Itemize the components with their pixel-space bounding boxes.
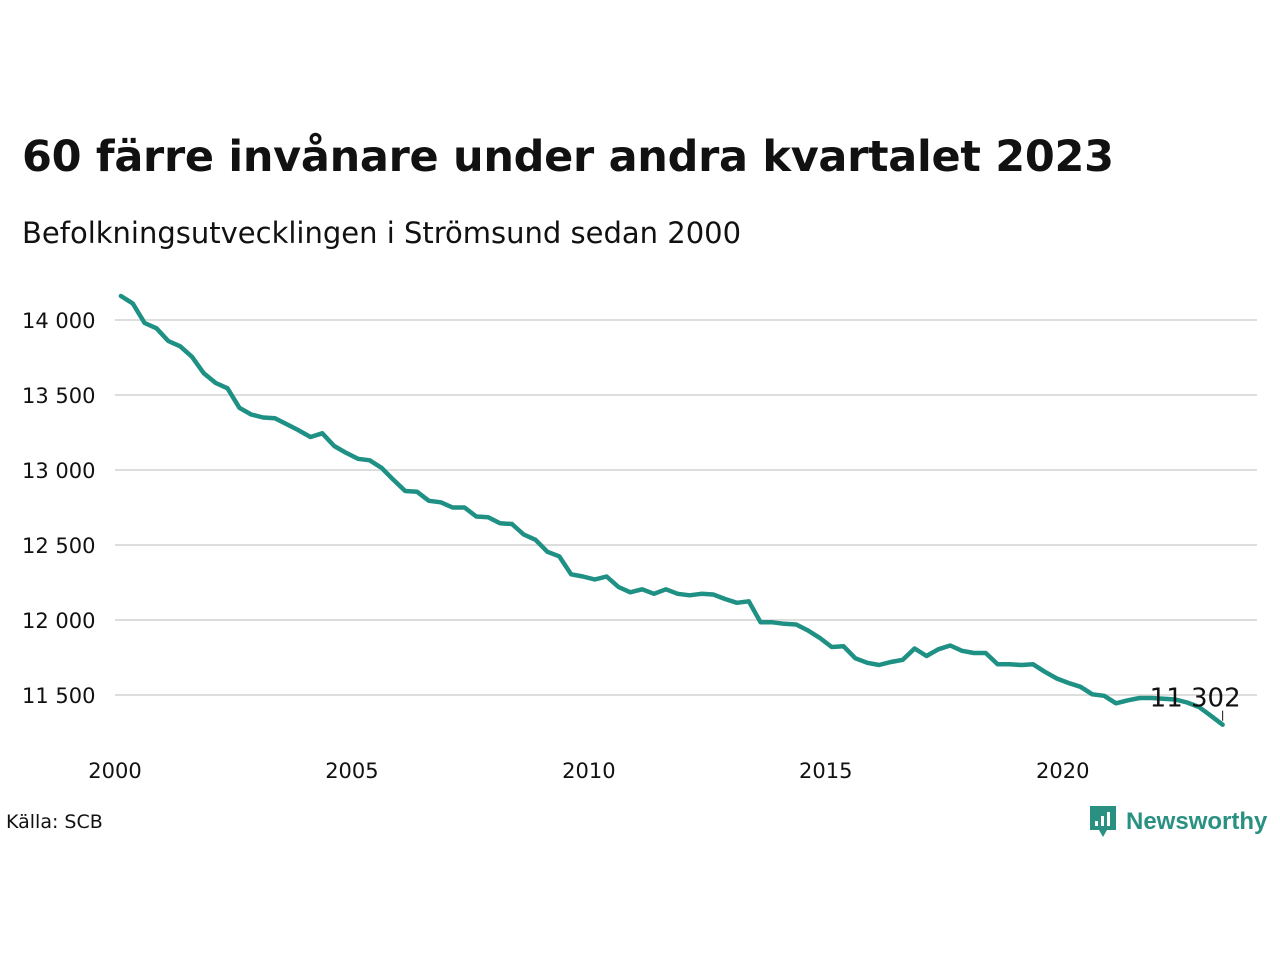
- end-label-layer: 11 302: [1150, 684, 1241, 721]
- x-tick-label: 2015: [799, 759, 852, 783]
- y-tick-label: 12 000: [22, 609, 95, 633]
- x-axis-ticks: 2000 2005 2010 2015 2020: [88, 759, 1089, 783]
- x-tick-label: 2005: [325, 759, 378, 783]
- newsworthy-logo-icon: [1090, 806, 1116, 837]
- line-chart: 11 500 12 000 12 500 13 000 13 500 14 000 200…: [22, 293, 1257, 783]
- newsworthy-logo[interactable]: Newsworthy: [1088, 804, 1267, 840]
- source-note: Källa: SCB: [6, 811, 103, 833]
- y-tick-label: 14 000: [22, 309, 95, 333]
- y-axis-ticks: 11 500 12 000 12 500 13 000 13 500 14 000: [22, 309, 95, 708]
- x-tick-label: 2000: [88, 759, 141, 783]
- y-tick-label: 13 000: [22, 459, 95, 483]
- population-line: [118, 293, 1225, 727]
- chart-title: 60 färre invånare under andra kvartalet …: [22, 132, 1114, 182]
- y-tick-label: 13 500: [22, 384, 95, 408]
- end-value-label: 11 302: [1150, 684, 1241, 714]
- y-tick-label: 12 500: [22, 534, 95, 558]
- series-layer: [118, 293, 1225, 727]
- logo-text: Newsworthy: [1126, 808, 1268, 835]
- gridlines: [115, 319, 1257, 696]
- x-tick-label: 2020: [1036, 759, 1089, 783]
- x-tick-label: 2010: [562, 759, 615, 783]
- y-tick-label: 11 500: [22, 684, 95, 708]
- chart-subtitle: Befolkningsutvecklingen i Strömsund seda…: [22, 216, 742, 250]
